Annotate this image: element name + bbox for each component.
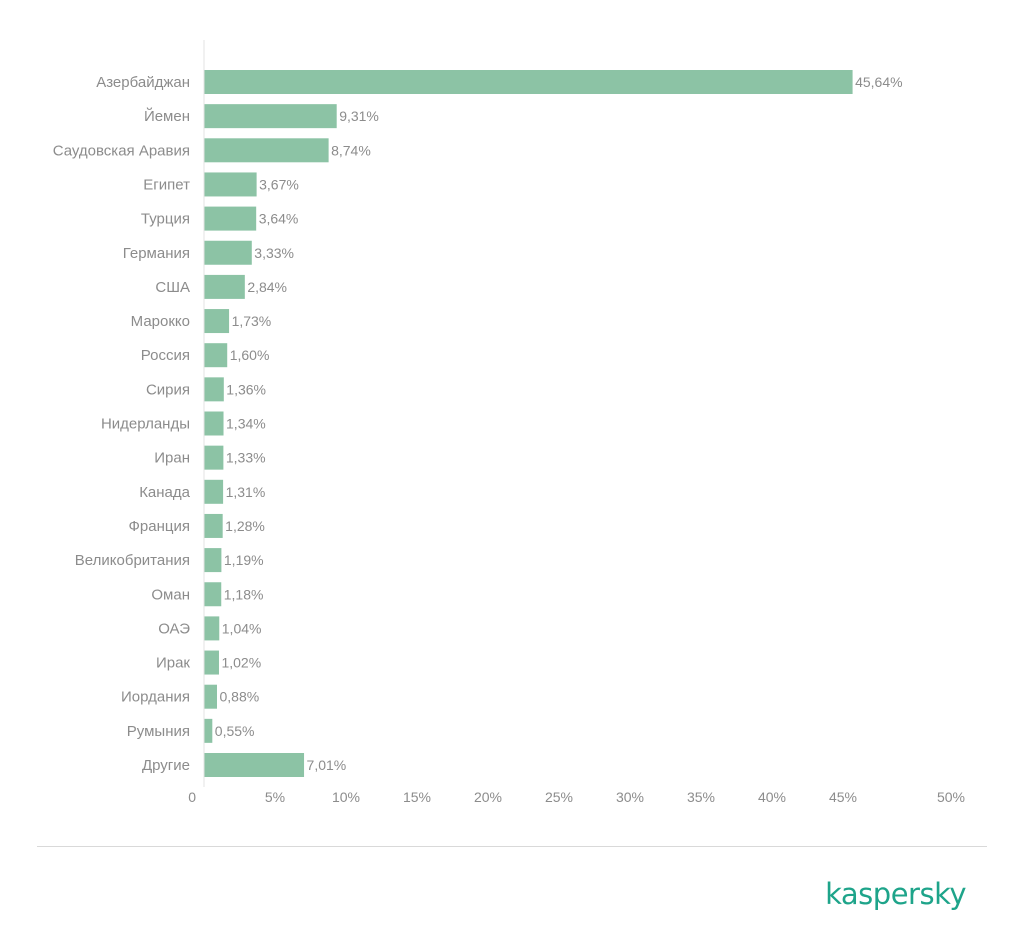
category-label: Египет	[143, 176, 190, 193]
category-label: Канада	[139, 484, 190, 501]
category-label: Оман	[151, 586, 190, 603]
value-label: 1,04%	[222, 620, 262, 636]
bar	[204, 70, 853, 94]
value-label: 1,33%	[226, 450, 266, 466]
x-tick-label: 50%	[937, 789, 965, 805]
value-label: 8,74%	[331, 142, 371, 158]
bar	[204, 548, 222, 573]
category-label: Ирак	[156, 655, 190, 672]
bar	[204, 274, 245, 299]
x-tick-label: 0	[188, 789, 196, 805]
bar	[204, 377, 224, 402]
value-label: 1,19%	[224, 552, 264, 568]
bar	[204, 343, 228, 368]
value-label: 1,34%	[226, 416, 266, 432]
value-label: 3,64%	[259, 211, 299, 227]
bar	[204, 240, 252, 265]
x-tick-label: 45%	[829, 789, 857, 805]
bar	[204, 411, 224, 436]
bar	[204, 479, 224, 504]
category-label: Йемен	[144, 107, 190, 125]
value-label: 1,28%	[225, 518, 265, 534]
bar	[204, 753, 305, 777]
footer-divider	[37, 846, 987, 847]
value-label: 9,31%	[339, 108, 379, 124]
category-label: Россия	[141, 347, 190, 364]
bar	[204, 616, 220, 641]
x-tick-label: 25%	[545, 789, 573, 805]
value-label: 1,18%	[224, 586, 264, 602]
bar	[204, 172, 257, 197]
x-tick-label: 15%	[403, 789, 431, 805]
x-tick-label: 30%	[616, 789, 644, 805]
bar	[204, 309, 230, 334]
x-tick-label: 5%	[265, 789, 285, 805]
kaspersky-logo: kaspersky	[825, 877, 966, 911]
category-label: Сирия	[146, 381, 190, 398]
value-label: 1,02%	[221, 655, 261, 671]
value-label: 1,60%	[230, 347, 270, 363]
category-label: Другие	[142, 757, 190, 774]
x-tick-label: 35%	[687, 789, 715, 805]
bar	[204, 104, 337, 129]
category-label: Франция	[129, 518, 190, 535]
x-tick-label: 10%	[332, 789, 360, 805]
value-label: 0,55%	[215, 723, 255, 739]
x-tick-label: 20%	[474, 789, 502, 805]
category-label: Саудовская Аравия	[53, 142, 190, 159]
value-label: 2,84%	[247, 279, 287, 295]
bar	[204, 138, 329, 163]
value-label: 7,01%	[307, 757, 347, 773]
bar	[204, 513, 223, 538]
value-label: 0,88%	[219, 689, 259, 705]
category-label: Германия	[123, 245, 190, 262]
bar	[204, 718, 213, 743]
value-label: 3,67%	[259, 176, 299, 192]
category-label: Великобритания	[75, 552, 190, 569]
category-label: Иран	[154, 450, 190, 467]
bar	[204, 582, 222, 607]
category-label: Марокко	[131, 313, 190, 330]
x-tick-label: 40%	[758, 789, 786, 805]
bar	[204, 650, 219, 675]
category-label: Азербайджан	[96, 74, 190, 91]
bar	[204, 445, 224, 470]
value-label: 1,36%	[226, 381, 266, 397]
bar	[204, 684, 217, 709]
category-label: ОАЭ	[158, 620, 190, 637]
value-label: 45,64%	[855, 74, 902, 90]
category-label: США	[155, 279, 190, 296]
value-label: 1,73%	[232, 313, 272, 329]
value-label: 1,31%	[226, 484, 266, 500]
category-label: Нидерланды	[101, 416, 190, 433]
category-label: Иордания	[121, 689, 190, 706]
category-label: Турция	[141, 211, 190, 228]
value-label: 3,33%	[254, 245, 294, 261]
category-label: Румыния	[127, 723, 190, 740]
bar	[204, 206, 257, 231]
